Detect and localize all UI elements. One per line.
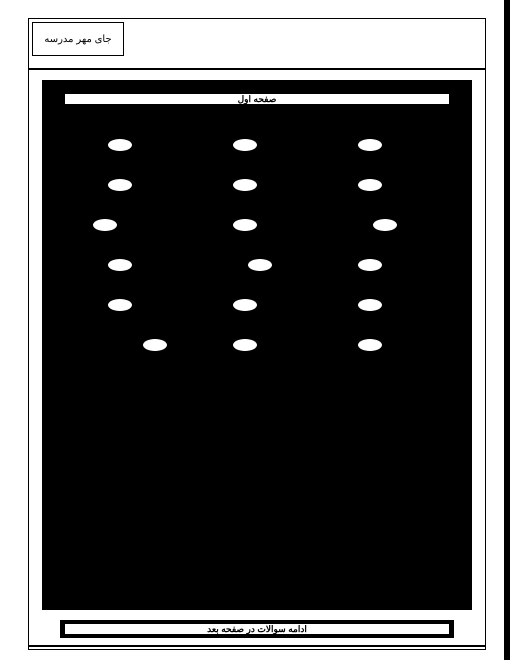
top-banner-label: صفحه اول (238, 94, 277, 105)
option-dot (233, 339, 257, 351)
option-dot (358, 299, 382, 311)
option-dot (373, 219, 397, 231)
page-root: جای مهر مدرسه صفحه اول ادامه سوالات در ص… (0, 0, 510, 660)
option-dot (358, 139, 382, 151)
bottom-banner-label: ادامه سوالات در صفحه بعد (207, 624, 307, 635)
option-dot (233, 139, 257, 151)
header-separator (28, 68, 486, 70)
bottom-banner: ادامه سوالات در صفحه بعد (60, 620, 454, 638)
option-dot (108, 299, 132, 311)
option-dot (108, 139, 132, 151)
option-dot (233, 299, 257, 311)
option-dot (108, 179, 132, 191)
option-dot (358, 339, 382, 351)
stamp-box-label: جای مهر مدرسه (44, 34, 111, 45)
option-dot (108, 259, 132, 271)
option-dot (358, 259, 382, 271)
stamp-box: جای مهر مدرسه (32, 22, 124, 56)
top-banner: صفحه اول (60, 90, 454, 108)
option-dot (248, 259, 272, 271)
inner-frame (42, 80, 472, 610)
option-dot (93, 219, 117, 231)
option-dot (358, 179, 382, 191)
option-dot (143, 339, 167, 351)
scan-edge-right (504, 0, 510, 660)
top-banner-inner: صفحه اول (65, 94, 449, 104)
option-dot (233, 219, 257, 231)
option-dot (233, 179, 257, 191)
bottom-banner-inner: ادامه سوالات در صفحه بعد (65, 624, 449, 634)
bottom-rule (28, 645, 486, 647)
